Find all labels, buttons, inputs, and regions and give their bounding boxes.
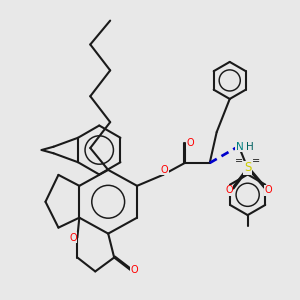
Text: O: O: [130, 266, 138, 275]
Text: =: =: [235, 156, 243, 166]
Text: O: O: [187, 138, 195, 148]
Text: H: H: [246, 142, 254, 152]
Text: O: O: [160, 164, 168, 175]
Text: =: =: [252, 156, 260, 166]
Text: S: S: [244, 161, 251, 174]
Text: O: O: [225, 185, 233, 195]
Text: N: N: [236, 142, 243, 152]
Text: O: O: [69, 232, 77, 243]
Text: O: O: [264, 185, 272, 195]
